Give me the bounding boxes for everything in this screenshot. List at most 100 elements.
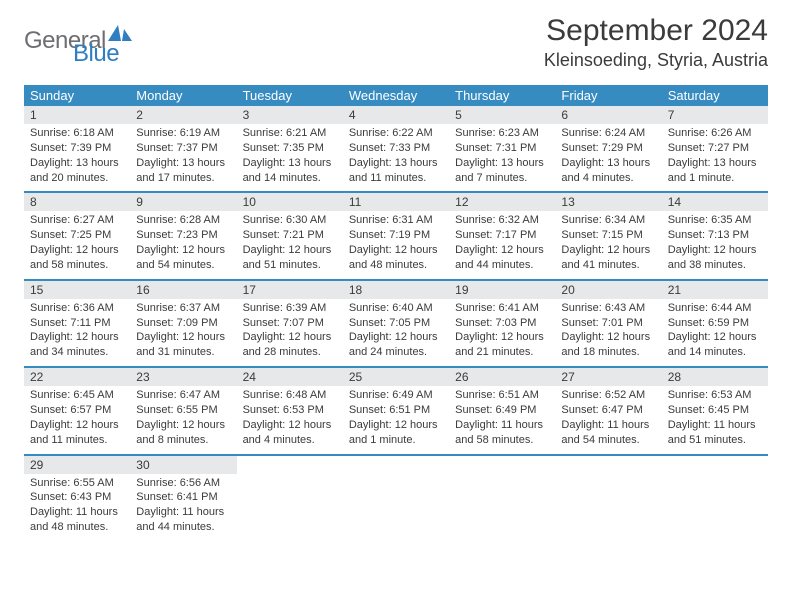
day-sun-data: Sunrise: 6:28 AMSunset: 7:23 PMDaylight:…: [130, 211, 236, 278]
day-cell: 19Sunrise: 6:41 AMSunset: 7:03 PMDayligh…: [449, 281, 555, 366]
sunrise-line: Sunrise: 6:21 AM: [243, 126, 337, 141]
day-sun-data: Sunrise: 6:19 AMSunset: 7:37 PMDaylight:…: [130, 124, 236, 191]
day-sun-data: Sunrise: 6:26 AMSunset: 7:27 PMDaylight:…: [662, 124, 768, 191]
daylight-line-2: and 14 minutes.: [668, 345, 762, 360]
sunrise-line: Sunrise: 6:45 AM: [30, 388, 124, 403]
daylight-line-2: and 38 minutes.: [668, 258, 762, 273]
sunset-line: Sunset: 6:57 PM: [30, 403, 124, 418]
day-cell: 7Sunrise: 6:26 AMSunset: 7:27 PMDaylight…: [662, 106, 768, 191]
day-number: 17: [237, 281, 343, 299]
day-cell: 18Sunrise: 6:40 AMSunset: 7:05 PMDayligh…: [343, 281, 449, 366]
day-cell: 8Sunrise: 6:27 AMSunset: 7:25 PMDaylight…: [24, 193, 130, 278]
sunrise-line: Sunrise: 6:32 AM: [455, 213, 549, 228]
daylight-line-2: and 28 minutes.: [243, 345, 337, 360]
day-cell: 5Sunrise: 6:23 AMSunset: 7:31 PMDaylight…: [449, 106, 555, 191]
sunset-line: Sunset: 6:55 PM: [136, 403, 230, 418]
daylight-line-1: Daylight: 11 hours: [561, 418, 655, 433]
daylight-line-1: Daylight: 11 hours: [455, 418, 549, 433]
day-number: 1: [24, 106, 130, 124]
week-row: 8Sunrise: 6:27 AMSunset: 7:25 PMDaylight…: [24, 193, 768, 280]
sunrise-line: Sunrise: 6:35 AM: [668, 213, 762, 228]
sunrise-line: Sunrise: 6:31 AM: [349, 213, 443, 228]
day-number: 10: [237, 193, 343, 211]
day-sun-data: Sunrise: 6:40 AMSunset: 7:05 PMDaylight:…: [343, 299, 449, 366]
daylight-line-2: and 31 minutes.: [136, 345, 230, 360]
sunset-line: Sunset: 6:51 PM: [349, 403, 443, 418]
sunset-line: Sunset: 7:31 PM: [455, 141, 549, 156]
day-cell: 16Sunrise: 6:37 AMSunset: 7:09 PMDayligh…: [130, 281, 236, 366]
sunset-line: Sunset: 7:39 PM: [30, 141, 124, 156]
day-sun-data: Sunrise: 6:24 AMSunset: 7:29 PMDaylight:…: [555, 124, 661, 191]
dow-monday: Monday: [130, 85, 236, 106]
dow-thursday: Thursday: [449, 85, 555, 106]
day-number: 13: [555, 193, 661, 211]
daylight-line-1: Daylight: 12 hours: [30, 418, 124, 433]
day-cell: 20Sunrise: 6:43 AMSunset: 7:01 PMDayligh…: [555, 281, 661, 366]
sunrise-line: Sunrise: 6:39 AM: [243, 301, 337, 316]
day-sun-data: Sunrise: 6:47 AMSunset: 6:55 PMDaylight:…: [130, 386, 236, 453]
sunset-line: Sunset: 6:41 PM: [136, 490, 230, 505]
day-sun-data: Sunrise: 6:39 AMSunset: 7:07 PMDaylight:…: [237, 299, 343, 366]
sunset-line: Sunset: 7:13 PM: [668, 228, 762, 243]
daylight-line-2: and 51 minutes.: [243, 258, 337, 273]
day-number: 30: [130, 456, 236, 474]
day-number: 3: [237, 106, 343, 124]
sunrise-line: Sunrise: 6:23 AM: [455, 126, 549, 141]
sunset-line: Sunset: 7:09 PM: [136, 316, 230, 331]
daylight-line-1: Daylight: 12 hours: [349, 330, 443, 345]
daylight-line-2: and 8 minutes.: [136, 433, 230, 448]
day-number: 21: [662, 281, 768, 299]
sunrise-line: Sunrise: 6:49 AM: [349, 388, 443, 403]
logo-text-blue: Blue: [73, 40, 119, 67]
daylight-line-2: and 14 minutes.: [243, 171, 337, 186]
daylight-line-1: Daylight: 11 hours: [30, 505, 124, 520]
header: General September 2024 Kleinsoeding, Sty…: [24, 18, 768, 71]
day-cell-empty: ..: [662, 456, 768, 541]
day-sun-data: Sunrise: 6:53 AMSunset: 6:45 PMDaylight:…: [662, 386, 768, 453]
daylight-line-1: Daylight: 12 hours: [561, 243, 655, 258]
daylight-line-2: and 21 minutes.: [455, 345, 549, 360]
day-number: 11: [343, 193, 449, 211]
month-title: September 2024: [544, 14, 768, 48]
sunset-line: Sunset: 6:49 PM: [455, 403, 549, 418]
daylight-line-2: and 11 minutes.: [30, 433, 124, 448]
day-sun-data: Sunrise: 6:23 AMSunset: 7:31 PMDaylight:…: [449, 124, 555, 191]
day-number: 18: [343, 281, 449, 299]
day-number: 16: [130, 281, 236, 299]
sunrise-line: Sunrise: 6:27 AM: [30, 213, 124, 228]
daylight-line-1: Daylight: 12 hours: [30, 243, 124, 258]
daylight-line-2: and 20 minutes.: [30, 171, 124, 186]
day-sun-data: Sunrise: 6:48 AMSunset: 6:53 PMDaylight:…: [237, 386, 343, 453]
daylight-line-2: and 58 minutes.: [30, 258, 124, 273]
daylight-line-1: Daylight: 12 hours: [561, 330, 655, 345]
daylight-line-1: Daylight: 13 hours: [136, 156, 230, 171]
sunrise-line: Sunrise: 6:51 AM: [455, 388, 549, 403]
sun-calendar-page: General September 2024 Kleinsoeding, Sty…: [0, 0, 792, 612]
daylight-line-2: and 17 minutes.: [136, 171, 230, 186]
day-number: 22: [24, 368, 130, 386]
day-sun-data: Sunrise: 6:44 AMSunset: 6:59 PMDaylight:…: [662, 299, 768, 366]
day-cell: 6Sunrise: 6:24 AMSunset: 7:29 PMDaylight…: [555, 106, 661, 191]
day-sun-data: Sunrise: 6:56 AMSunset: 6:41 PMDaylight:…: [130, 474, 236, 541]
sunrise-line: Sunrise: 6:40 AM: [349, 301, 443, 316]
sunset-line: Sunset: 7:37 PM: [136, 141, 230, 156]
sunrise-line: Sunrise: 6:53 AM: [668, 388, 762, 403]
daylight-line-1: Daylight: 13 hours: [668, 156, 762, 171]
sunset-line: Sunset: 7:01 PM: [561, 316, 655, 331]
day-cell: 13Sunrise: 6:34 AMSunset: 7:15 PMDayligh…: [555, 193, 661, 278]
day-sun-data: Sunrise: 6:34 AMSunset: 7:15 PMDaylight:…: [555, 211, 661, 278]
day-sun-data: Sunrise: 6:37 AMSunset: 7:09 PMDaylight:…: [130, 299, 236, 366]
day-sun-data: Sunrise: 6:32 AMSunset: 7:17 PMDaylight:…: [449, 211, 555, 278]
daylight-line-1: Daylight: 12 hours: [243, 418, 337, 433]
sunset-line: Sunset: 7:29 PM: [561, 141, 655, 156]
day-number: 5: [449, 106, 555, 124]
day-number: 8: [24, 193, 130, 211]
day-cell: 27Sunrise: 6:52 AMSunset: 6:47 PMDayligh…: [555, 368, 661, 453]
sunset-line: Sunset: 7:17 PM: [455, 228, 549, 243]
dow-tuesday: Tuesday: [237, 85, 343, 106]
day-number: 29: [24, 456, 130, 474]
day-sun-data: Sunrise: 6:30 AMSunset: 7:21 PMDaylight:…: [237, 211, 343, 278]
daylight-line-2: and 44 minutes.: [455, 258, 549, 273]
sunrise-line: Sunrise: 6:22 AM: [349, 126, 443, 141]
sunrise-line: Sunrise: 6:30 AM: [243, 213, 337, 228]
